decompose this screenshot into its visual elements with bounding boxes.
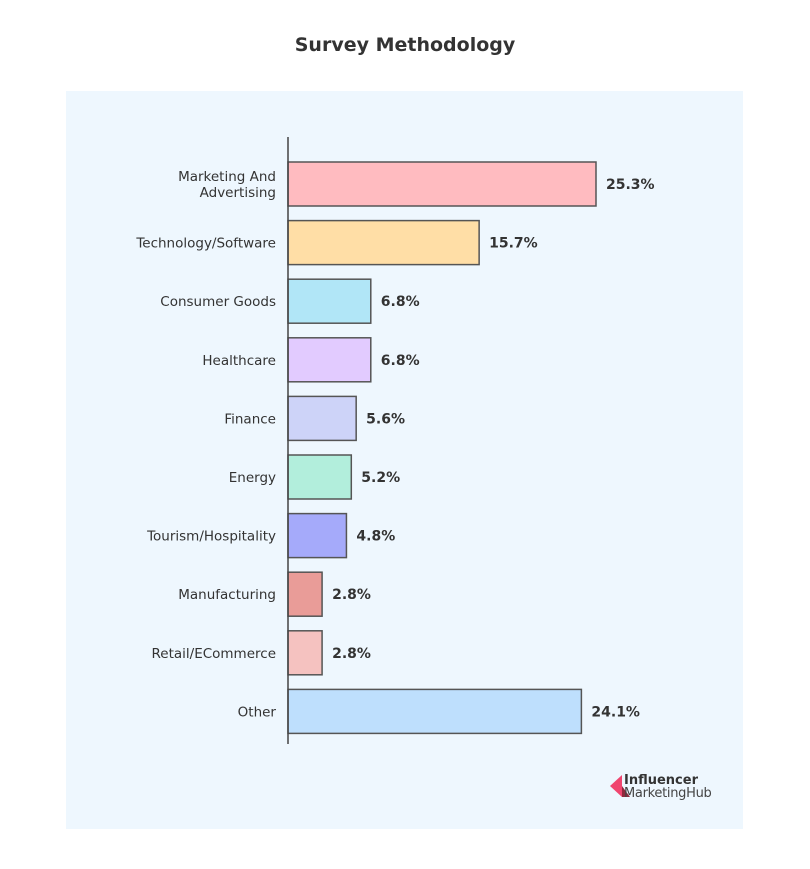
data-label: 4.8%	[356, 529, 395, 545]
category-label: Consumer Goods	[160, 294, 276, 310]
data-label: 25.3%	[606, 177, 655, 193]
data-label: 6.8%	[381, 353, 420, 369]
bar	[287, 219, 480, 266]
data-label: 15.7%	[489, 236, 538, 252]
bar	[287, 571, 323, 617]
category-label: Other	[238, 704, 277, 720]
category-label: Manufacturing	[178, 587, 276, 603]
category-label: Retail/ECommerce	[152, 646, 277, 662]
bar	[287, 512, 348, 559]
bar	[287, 161, 597, 207]
logo-icon	[610, 775, 630, 797]
category-label: Marketing And	[178, 169, 276, 185]
data-label: 5.6%	[366, 411, 405, 427]
category-label: Healthcare	[202, 353, 276, 369]
category-label: Tourism/Hospitality	[146, 529, 276, 545]
logo-text-line2: MarketingHub	[624, 786, 712, 801]
bar	[287, 337, 372, 383]
bar	[287, 454, 353, 500]
bar	[287, 630, 323, 676]
data-label: 2.8%	[332, 587, 371, 603]
data-label: 2.8%	[332, 646, 371, 662]
bar	[287, 278, 372, 324]
data-label: 5.2%	[361, 470, 400, 486]
bar	[287, 688, 583, 735]
data-label: 24.1%	[591, 704, 640, 720]
bar	[287, 395, 357, 442]
category-label: Advertising	[200, 185, 276, 201]
data-label: 6.8%	[381, 294, 420, 310]
category-label: Technology/Software	[135, 236, 276, 252]
logo-text-line1: Influencer	[624, 773, 698, 788]
chart-title: Survey Methodology	[294, 34, 516, 56]
category-label: Finance	[224, 411, 276, 427]
category-label: Energy	[229, 470, 276, 486]
